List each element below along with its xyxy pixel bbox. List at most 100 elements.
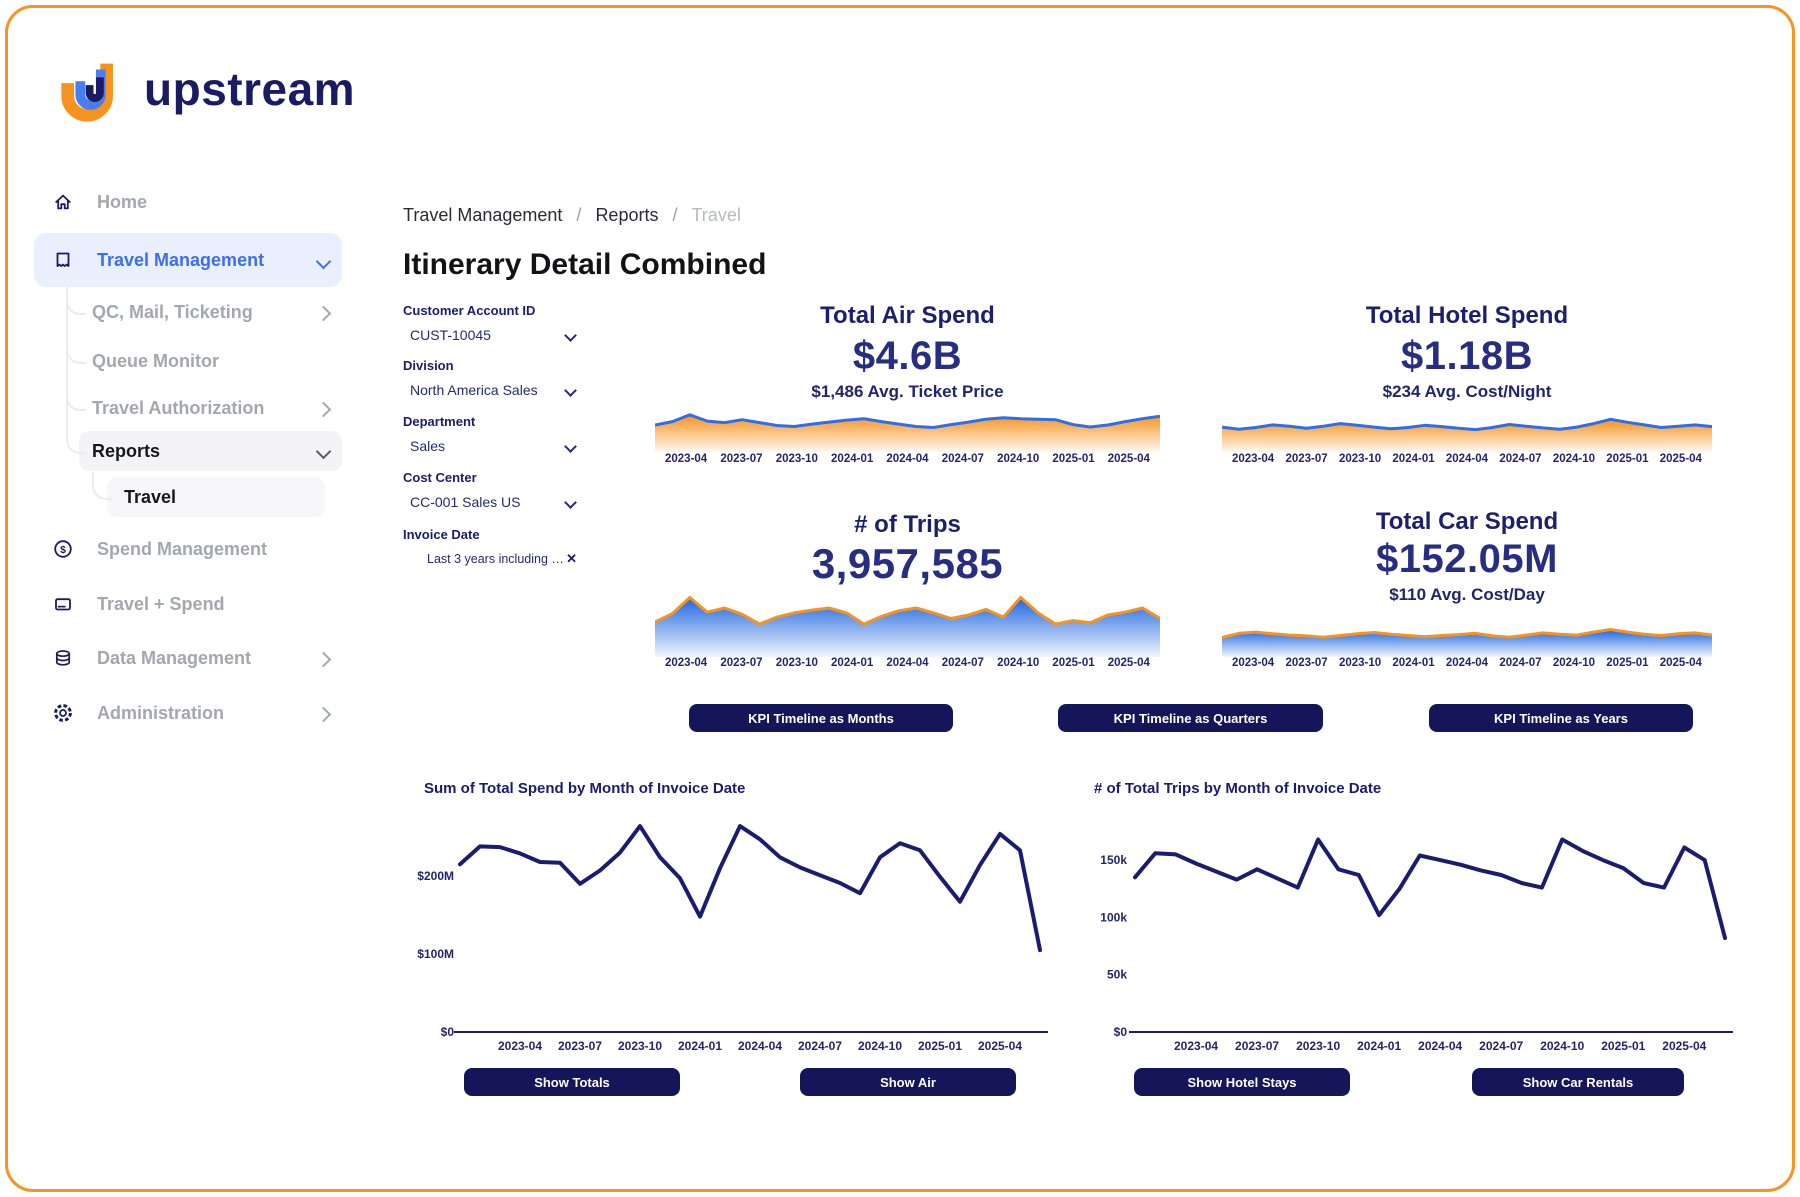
kpi-timeline-button-2[interactable]: KPI Timeline as Quarters: [1058, 704, 1323, 732]
database-icon: [55, 650, 71, 666]
car-kpi-title: Total Car Spend: [1375, 508, 1559, 535]
chevron-right-icon[interactable]: [315, 401, 332, 418]
gear-icon: [54, 704, 72, 722]
kpi-timeline-button-3[interactable]: KPI Timeline as Years: [1429, 704, 1693, 732]
breadcrumb-reports[interactable]: Reports: [595, 205, 659, 225]
show-button-show-hotel-stays[interactable]: Show Hotel Stays: [1134, 1068, 1350, 1096]
svg-text:2024-01: 2024-01: [1357, 1039, 1401, 1053]
sidebar-item-label: Reports: [92, 440, 161, 461]
sidebar-item-travel[interactable]: Travel: [124, 482, 176, 512]
filter-group-division: Division North America Sales: [403, 358, 579, 398]
axis-tick-label: 2023-07: [1285, 657, 1328, 669]
filter-select[interactable]: CC-001 Sales US: [403, 494, 579, 510]
hotel-spend-sparkline: [1221, 409, 1713, 452]
chevron-right-icon[interactable]: [315, 651, 332, 668]
sidebar-item-travel-authorization[interactable]: Travel Authorization: [92, 393, 264, 423]
svg-text:2024-10: 2024-10: [858, 1039, 902, 1053]
axis-tick-label: 2025-04: [1107, 657, 1150, 669]
air-kpi-subtitle: $1,486 Avg. Ticket Price: [811, 382, 1004, 401]
axis-tick-label: 2025-01: [1606, 657, 1649, 669]
sidebar-tree-line: [66, 290, 68, 430]
svg-text:150k: 150k: [1100, 853, 1127, 867]
sidebar-item-label: Home: [97, 191, 148, 212]
tree-hook: [66, 383, 86, 411]
filter-value: North America Sales: [410, 382, 538, 398]
breadcrumb-travel-management[interactable]: Travel Management: [403, 205, 563, 225]
axis-tick-label: 2025-01: [1052, 453, 1095, 465]
axis-tick-label: 2025-04: [1107, 453, 1150, 465]
filter-label: Invoice Date: [403, 527, 480, 542]
axis-tick-label: 2023-04: [1232, 453, 1275, 465]
chevron-down-icon: [564, 328, 577, 342]
chart-title: # of Total Trips by Month of Invoice Dat…: [1094, 780, 1382, 797]
filter-select[interactable]: Sales: [403, 438, 579, 454]
filter-select[interactable]: North America Sales: [403, 382, 579, 398]
sidebar-item-reports[interactable]: Reports: [92, 436, 160, 466]
axis-tick-label: 2024-10: [1552, 657, 1596, 669]
sidebar-item-label: Spend Management: [97, 538, 268, 559]
axis-tick-label: 2024-01: [1392, 657, 1435, 669]
show-button-show-car-rentals[interactable]: Show Car Rentals: [1472, 1068, 1684, 1096]
axis-tick-label: 2024-07: [941, 657, 984, 669]
svg-text:2023-07: 2023-07: [1235, 1039, 1279, 1053]
breadcrumb-separator: /: [576, 205, 582, 225]
filter-label: Department: [403, 414, 476, 429]
filter-value: Sales: [410, 438, 446, 454]
sidebar-item-label: Travel + Spend: [97, 593, 225, 614]
filter-value: Last 3 years including thi...: [427, 552, 567, 566]
sidebar-item-label: Data Management: [97, 647, 252, 668]
show-button-show-air[interactable]: Show Air: [800, 1068, 1016, 1096]
ticket-icon: [56, 252, 70, 267]
trips-sparkline-ticks: 2023-04 2023-07 2023-10 2024-01 2024-04 2024-…: [655, 657, 1160, 669]
svg-text:100k: 100k: [1100, 910, 1127, 924]
svg-text:$0: $0: [441, 1025, 455, 1039]
sidebar-item-administration[interactable]: Administration: [52, 698, 224, 728]
total-trips-by-month-chart: # of Total Trips by Month of Invoice Dat…: [1085, 778, 1791, 1070]
sidebar-item-label: QC, Mail, Ticketing: [92, 301, 253, 322]
sidebar-item-travel-management[interactable]: Travel Management: [52, 245, 264, 275]
filter-label: Division: [403, 358, 454, 373]
air-spend-sparkline: [654, 403, 1161, 452]
chevron-right-icon[interactable]: [315, 305, 332, 322]
chart-title: Sum of Total Spend by Month of Invoice D…: [424, 780, 746, 797]
axis-tick-label: 2023-10: [1338, 453, 1382, 465]
hotel-kpi-value: $1.18B: [1401, 334, 1533, 378]
axis-tick-label: 2025-01: [1052, 657, 1095, 669]
filter-group-invoice-date: Invoice Date Last 3 years including thi..…: [403, 527, 579, 567]
home-icon: [55, 194, 71, 210]
sidebar-item-qc-mail-ticketing[interactable]: QC, Mail, Ticketing: [92, 297, 253, 327]
brand-name: upstream: [144, 63, 356, 115]
svg-text:$0: $0: [1114, 1025, 1128, 1039]
sidebar-item-label: Travel: [124, 486, 177, 507]
svg-text:2023-04: 2023-04: [498, 1039, 542, 1053]
show-button-show-totals[interactable]: Show Totals: [464, 1068, 680, 1096]
axis-tick-label: 2024-07: [1499, 657, 1542, 669]
filter-select[interactable]: CUST-10045: [403, 327, 579, 343]
dollar-circle-icon: $: [54, 540, 72, 558]
svg-text:2025-01: 2025-01: [918, 1039, 962, 1053]
sidebar-item-home[interactable]: Home: [52, 187, 147, 217]
svg-text:2024-01: 2024-01: [678, 1039, 722, 1053]
air-kpi-value: $4.6B: [852, 334, 963, 378]
axis-tick-label: 2024-01: [831, 453, 874, 465]
chevron-right-icon[interactable]: [315, 706, 332, 723]
upstream-logo-icon: [61, 63, 113, 122]
svg-text:$200M: $200M: [417, 869, 454, 883]
axis-tick-label: 2024-10: [997, 453, 1040, 465]
axis-tick-label: 2024-04: [886, 657, 929, 669]
trips-sparkline: [654, 587, 1161, 657]
sidebar-item-travel-spend[interactable]: Travel + Spend: [52, 589, 225, 619]
svg-text:2023-04: 2023-04: [1174, 1039, 1218, 1053]
clear-filter-icon[interactable]: ✕: [566, 551, 577, 566]
sidebar-item-label: Queue Monitor: [92, 350, 219, 371]
svg-text:2025-01: 2025-01: [1601, 1039, 1645, 1053]
total-spend-by-month-svg: $0 $100M $200M 2023-04 2023-07 2023-10 2024-01…: [417, 824, 1048, 1053]
sidebar-item-spend-management[interactable]: $ Spend Management: [52, 534, 267, 564]
car-spend-sparkline: [1221, 614, 1713, 657]
kpi-timeline-button-1[interactable]: KPI Timeline as Months: [689, 704, 953, 732]
axis-tick-label: 2023-04: [665, 453, 708, 465]
filter-select[interactable]: Last 3 years including thi... ✕: [403, 551, 579, 567]
sidebar-item-data-management[interactable]: Data Management: [52, 643, 251, 673]
sidebar-item-queue-monitor[interactable]: Queue Monitor: [92, 346, 219, 376]
axis-tick-label: 2023-10: [775, 453, 818, 465]
